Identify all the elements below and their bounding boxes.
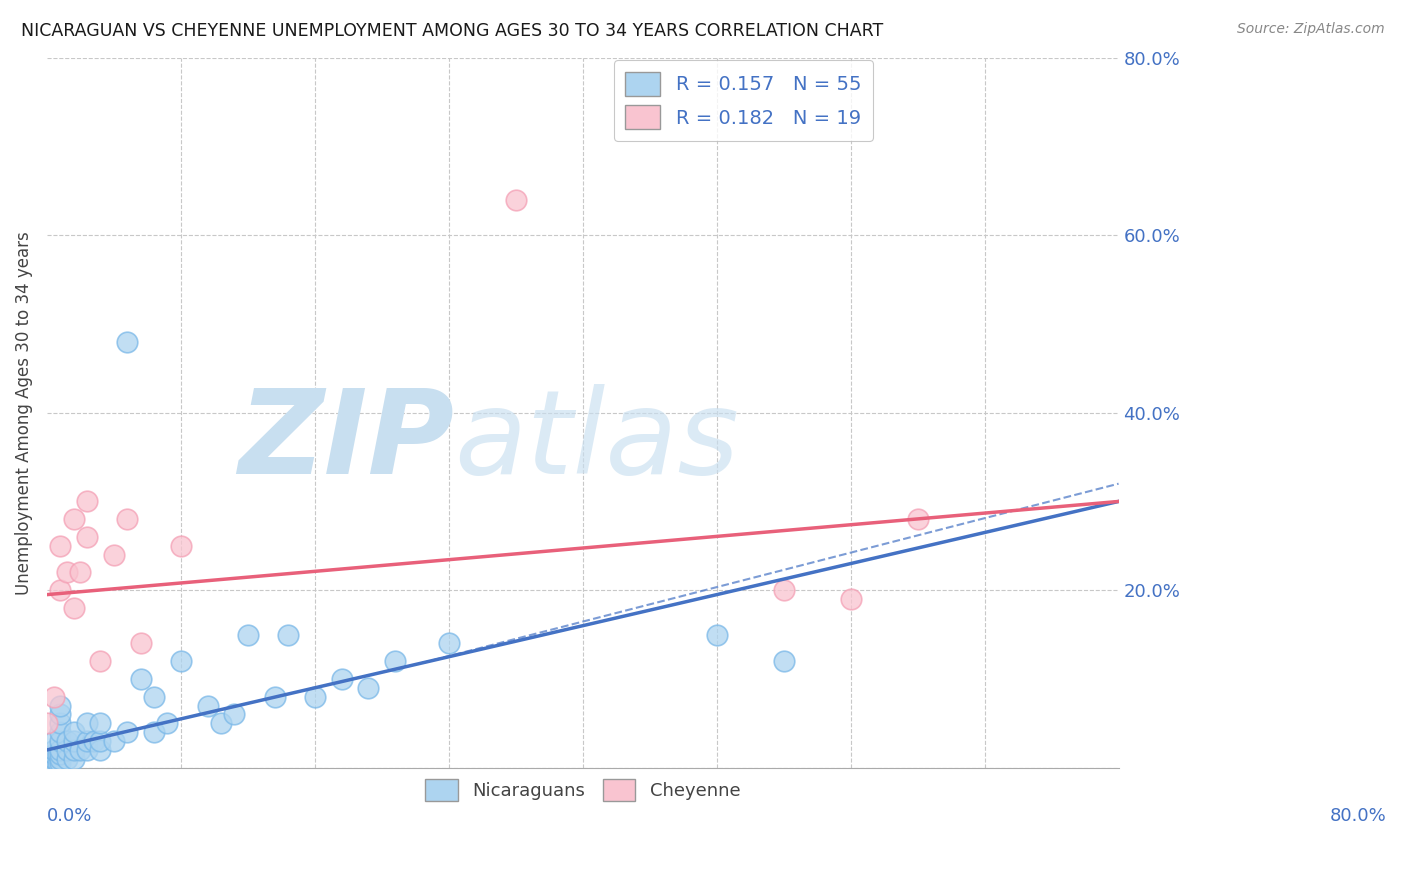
Point [277, 627, 299, 641]
Point [62, 734, 84, 748]
Point [42, 752, 65, 766]
Point [49, 583, 72, 598]
Point [103, 548, 125, 562]
Point [42, 690, 65, 704]
Point [304, 690, 326, 704]
Text: Source: ZipAtlas.com: Source: ZipAtlas.com [1237, 22, 1385, 37]
Point [49, 698, 72, 713]
Point [46, 756, 69, 771]
Point [89, 734, 111, 748]
Point [197, 698, 219, 713]
Point [706, 627, 728, 641]
Point [129, 636, 152, 650]
Point [907, 512, 929, 526]
Point [62, 512, 84, 526]
Point [56, 752, 79, 766]
Point [49, 743, 72, 757]
Point [76, 743, 98, 757]
Point [103, 734, 125, 748]
Point [49, 734, 72, 748]
Legend: Nicaraguans, Cheyenne: Nicaraguans, Cheyenne [418, 772, 748, 808]
Point [76, 716, 98, 731]
Point [62, 601, 84, 615]
Y-axis label: Unemployment Among Ages 30 to 34 years: Unemployment Among Ages 30 to 34 years [15, 231, 32, 595]
Text: ZIP: ZIP [238, 384, 454, 499]
Point [76, 494, 98, 508]
Point [56, 734, 79, 748]
Point [89, 716, 111, 731]
Point [35, 716, 58, 731]
Point [505, 193, 527, 207]
Point [330, 672, 353, 686]
Point [69, 743, 91, 757]
Point [42, 747, 65, 762]
Point [236, 627, 259, 641]
Point [35, 754, 58, 768]
Text: NICARAGUAN VS CHEYENNE UNEMPLOYMENT AMONG AGES 30 TO 34 YEARS CORRELATION CHART: NICARAGUAN VS CHEYENNE UNEMPLOYMENT AMON… [21, 22, 883, 40]
Point [42, 734, 65, 748]
Point [129, 672, 152, 686]
Point [62, 725, 84, 739]
Point [117, 725, 139, 739]
Text: 80.0%: 80.0% [1330, 806, 1386, 825]
Point [42, 756, 65, 771]
Point [772, 583, 794, 598]
Point [143, 725, 166, 739]
Point [76, 530, 98, 544]
Point [170, 654, 193, 668]
Point [76, 734, 98, 748]
Point [384, 654, 406, 668]
Point [49, 716, 72, 731]
Point [89, 743, 111, 757]
Point [69, 566, 91, 580]
Point [117, 512, 139, 526]
Point [772, 654, 794, 668]
Point [42, 743, 65, 757]
Point [839, 592, 862, 607]
Point [170, 539, 193, 553]
Point [224, 707, 246, 722]
Point [56, 743, 79, 757]
Point [156, 716, 179, 731]
Text: 0.0%: 0.0% [46, 806, 93, 825]
Point [35, 756, 58, 771]
Point [143, 690, 166, 704]
Point [117, 334, 139, 349]
Point [89, 654, 111, 668]
Point [437, 636, 460, 650]
Point [62, 752, 84, 766]
Point [263, 690, 285, 704]
Text: atlas: atlas [454, 384, 740, 498]
Point [49, 756, 72, 771]
Point [83, 734, 105, 748]
Point [62, 743, 84, 757]
Point [49, 539, 72, 553]
Point [49, 747, 72, 762]
Point [209, 716, 232, 731]
Point [35, 752, 58, 766]
Point [49, 707, 72, 722]
Point [357, 681, 380, 695]
Point [46, 747, 69, 762]
Point [49, 752, 72, 766]
Point [49, 725, 72, 739]
Point [56, 566, 79, 580]
